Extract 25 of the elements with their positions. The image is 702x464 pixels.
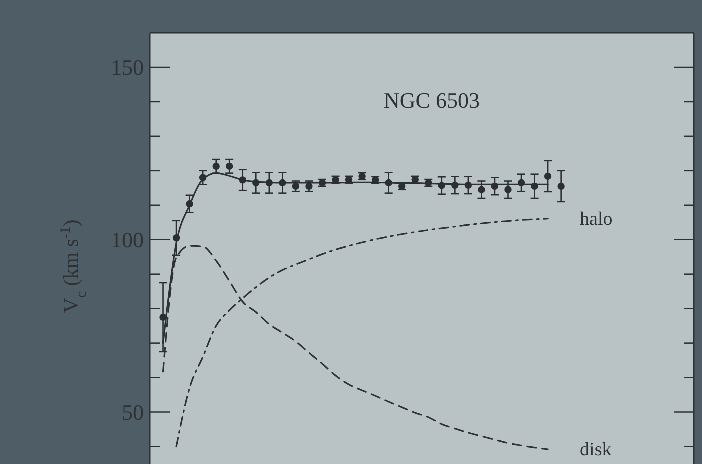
point [172, 234, 180, 242]
point [544, 172, 552, 180]
point [558, 182, 565, 190]
point [438, 182, 446, 190]
point [160, 314, 167, 322]
text: NGC 6503 [384, 88, 480, 113]
series-label: disk [580, 440, 612, 461]
point [464, 182, 472, 189]
point [252, 179, 260, 187]
point [199, 174, 207, 182]
point [452, 182, 459, 189]
point [385, 179, 392, 187]
point [212, 162, 220, 170]
point [518, 179, 526, 187]
point [531, 182, 538, 190]
point [279, 179, 286, 187]
point [478, 186, 486, 194]
point [504, 186, 512, 194]
point [239, 176, 246, 184]
point [186, 200, 194, 208]
point [491, 182, 499, 190]
point [226, 162, 234, 170]
point [266, 179, 274, 187]
series-label: halo [580, 208, 613, 230]
point [306, 182, 313, 190]
